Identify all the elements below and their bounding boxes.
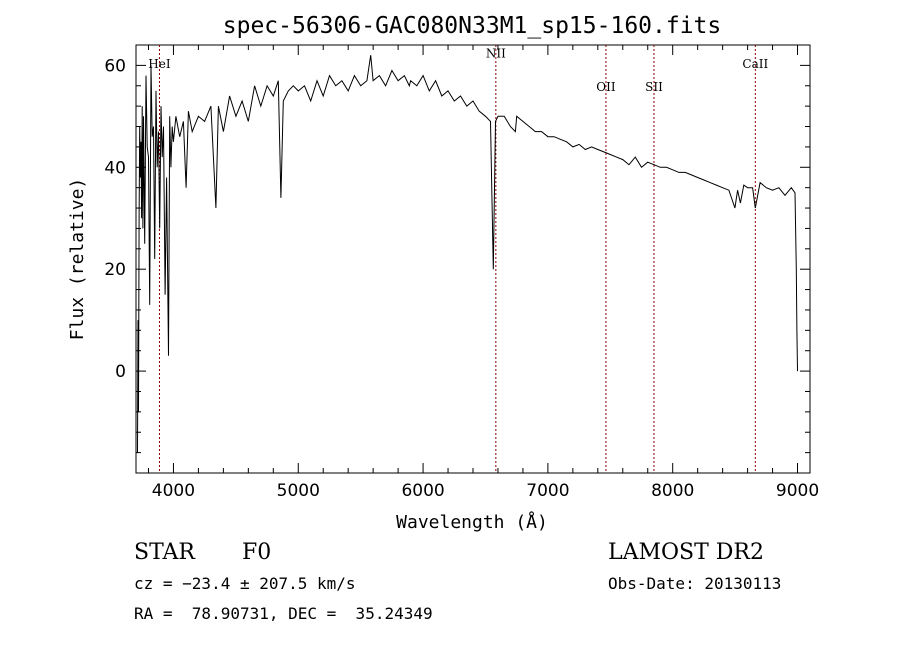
spectral-line-label: OII xyxy=(596,80,616,94)
survey-name: LAMOST DR2 xyxy=(608,540,764,565)
spectrum-series-line xyxy=(137,55,798,453)
x-tick-label: 8000 xyxy=(651,481,694,501)
subclass: F0 xyxy=(242,540,272,565)
x-tick-label: 9000 xyxy=(776,481,819,501)
plot-frame xyxy=(135,44,811,474)
y-tick-label: 60 xyxy=(104,56,126,76)
ra-dec-coords: RA = 78.90731, DEC = 35.24349 xyxy=(134,604,433,623)
spectral-line-label: CaII xyxy=(742,57,768,71)
y-tick-label: 0 xyxy=(115,362,126,382)
spectral-line-label: HeI xyxy=(148,57,171,71)
y-tick-label: 40 xyxy=(104,158,126,178)
spectral-line-label: NII xyxy=(486,47,506,61)
x-tick-label: 4000 xyxy=(152,481,195,501)
x-tick-label: 6000 xyxy=(401,481,444,501)
spectral-line-label: SII xyxy=(645,80,663,94)
x-tick-label: 7000 xyxy=(526,481,569,501)
redshift-cz: cz = −23.4 ± 207.5 km/s xyxy=(134,574,356,593)
x-tick-label: 5000 xyxy=(277,481,320,501)
object-class: STAR xyxy=(134,540,195,565)
x-axis-label: Wavelength (Å) xyxy=(396,511,548,533)
chart-title: spec-56306-GAC080N33M1_sp15-160.fits xyxy=(223,13,722,39)
y-tick-label: 20 xyxy=(104,260,126,280)
y-axis-label: Flux (relative) xyxy=(67,178,88,341)
obs-date: Obs-Date: 20130113 xyxy=(608,574,782,593)
